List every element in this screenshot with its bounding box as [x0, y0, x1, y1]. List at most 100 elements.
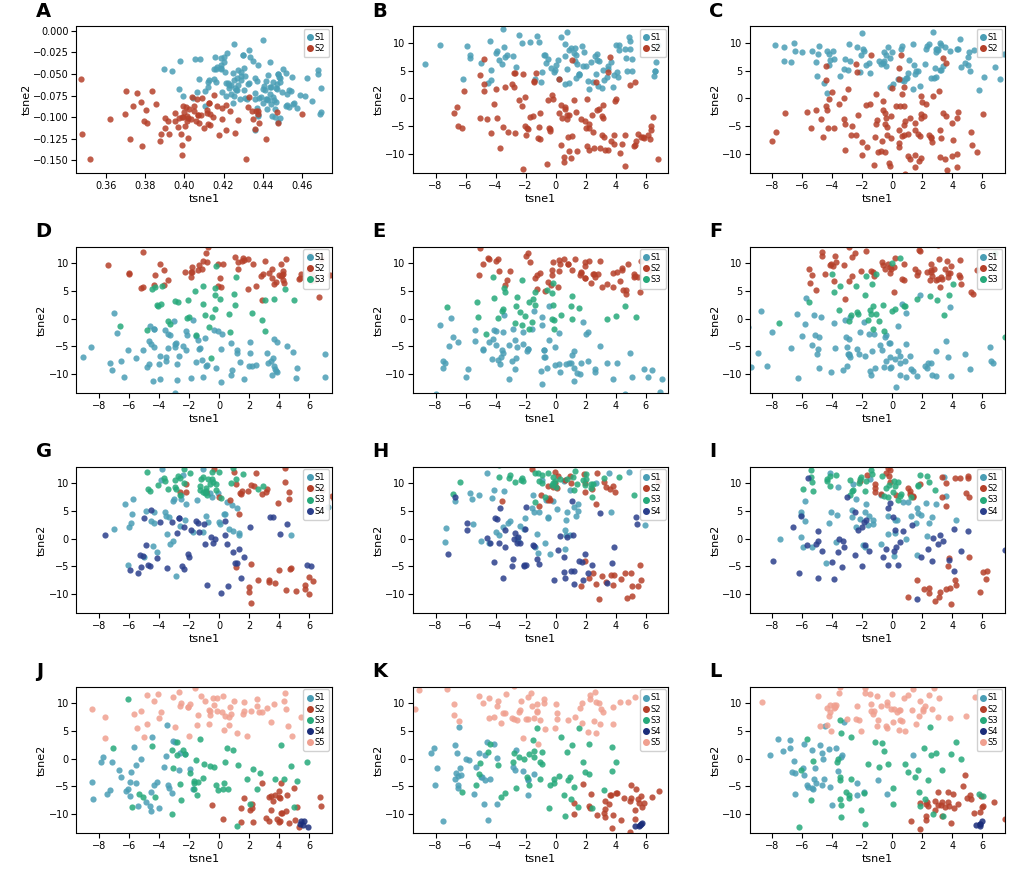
Point	[895, 128, 911, 142]
Point	[518, 500, 534, 514]
Point	[783, 340, 799, 355]
Point	[205, 691, 221, 705]
Point	[527, 72, 543, 86]
Point	[229, 726, 246, 740]
Point	[932, 798, 949, 812]
Point	[228, 271, 245, 285]
Point	[266, 698, 282, 712]
Point	[197, 536, 213, 550]
Point	[902, 111, 918, 125]
Point	[547, 697, 564, 711]
Point	[82, 152, 98, 166]
Point	[213, 85, 229, 99]
Point	[191, 333, 207, 348]
Point	[739, 320, 755, 334]
Point	[599, 143, 615, 157]
Point	[282, 85, 299, 99]
Point	[611, 274, 628, 288]
Point	[285, 293, 302, 307]
Point	[758, 359, 774, 373]
Point	[512, 704, 528, 718]
Point	[184, 525, 201, 539]
Point	[266, 576, 282, 590]
Point	[870, 314, 887, 328]
Point	[505, 532, 522, 546]
Point	[636, 701, 652, 715]
Point	[627, 818, 643, 833]
Point	[562, 564, 579, 579]
Point	[179, 109, 196, 123]
Point	[865, 327, 881, 341]
Point	[857, 58, 873, 72]
Point	[513, 694, 529, 708]
Point	[139, 465, 155, 479]
Point	[881, 159, 898, 173]
Point	[20, 512, 37, 527]
Point	[200, 80, 216, 94]
Point	[588, 103, 604, 117]
Point	[510, 529, 526, 543]
Point	[267, 94, 283, 108]
Point	[154, 279, 170, 293]
Point	[166, 106, 182, 120]
Point	[138, 795, 154, 809]
Point	[461, 753, 477, 767]
Point	[753, 304, 769, 318]
Point	[483, 64, 499, 78]
Point	[869, 145, 886, 159]
Point	[484, 333, 500, 347]
Point	[197, 99, 213, 113]
Point	[830, 532, 847, 546]
Point	[892, 49, 908, 63]
Point	[871, 339, 888, 353]
Point	[288, 800, 305, 814]
Point	[908, 369, 924, 383]
Point	[817, 86, 834, 100]
Point	[136, 549, 152, 564]
Point	[874, 550, 891, 564]
Point	[892, 487, 908, 501]
Point	[884, 715, 901, 729]
Point	[888, 540, 904, 554]
Point	[478, 112, 494, 126]
Point	[564, 527, 580, 542]
Point	[865, 705, 881, 719]
Point	[153, 127, 169, 141]
Point	[508, 340, 525, 355]
Point	[480, 691, 496, 705]
Point	[622, 794, 638, 808]
Point	[559, 130, 576, 144]
Point	[511, 93, 527, 107]
Point	[997, 812, 1013, 826]
Point	[622, 34, 638, 48]
Point	[151, 357, 167, 371]
Point	[230, 542, 247, 557]
Point	[982, 354, 999, 368]
Point	[835, 715, 851, 729]
Point	[511, 27, 527, 41]
Point	[539, 157, 555, 171]
Point	[224, 363, 240, 377]
Point	[515, 162, 531, 176]
Point	[145, 279, 161, 293]
Point	[438, 682, 454, 696]
Point	[902, 813, 918, 827]
Point	[786, 766, 802, 780]
Point	[273, 776, 289, 790]
Point	[857, 269, 873, 283]
Point	[201, 107, 217, 121]
Point	[836, 112, 852, 126]
Point	[146, 322, 162, 336]
Point	[554, 788, 571, 802]
Point	[848, 304, 864, 318]
Point	[583, 477, 599, 491]
Point	[135, 790, 151, 804]
Point	[230, 78, 247, 92]
Point	[488, 111, 504, 125]
Point	[226, 89, 243, 103]
Point	[221, 81, 237, 95]
Point	[876, 330, 893, 344]
Point	[294, 107, 311, 121]
Point	[828, 480, 845, 494]
Point	[848, 279, 864, 293]
